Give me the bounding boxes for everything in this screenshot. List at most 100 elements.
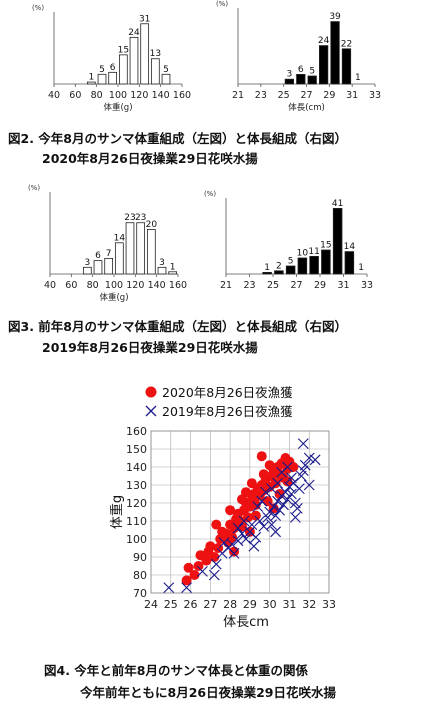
fig3-length-bar bbox=[262, 271, 272, 275]
fig2-length-bar-value-label: 3 bbox=[287, 70, 293, 80]
fig2-weight-bar-value-label: 5 bbox=[99, 65, 105, 75]
point-2019 bbox=[266, 519, 278, 530]
fig2-weight-xtick-label: 160 bbox=[173, 90, 191, 101]
point-2020 bbox=[264, 460, 275, 471]
fig2-weight-xtick-label: 40 bbox=[48, 90, 60, 101]
fig2-weight-bar-value-label: 13 bbox=[150, 49, 161, 59]
fig2-weight-bar bbox=[161, 73, 171, 85]
fig3-weight-bar-value-label: 1 bbox=[170, 262, 176, 272]
fig3-length-xtick-label: 33 bbox=[361, 280, 373, 291]
fig3-weight-bar bbox=[93, 260, 103, 275]
x-tick-label: 30 bbox=[263, 598, 277, 611]
fig3-weight-bar-value-label: 23 bbox=[124, 213, 135, 223]
fig2-length-bar-value-label: 6 bbox=[298, 65, 304, 75]
fig3-length-bar-value-label: 14 bbox=[344, 242, 356, 252]
point-2020 bbox=[240, 487, 251, 498]
point-2020 bbox=[201, 555, 212, 566]
fig2-length-bar-value-label: 39 bbox=[329, 12, 341, 22]
point-2019 bbox=[289, 512, 301, 523]
point-2019 bbox=[260, 486, 272, 498]
fig3-length-bar-value-label: 1 bbox=[358, 263, 364, 273]
y-tick-label: 130 bbox=[126, 479, 147, 492]
fig4-caption-line2: 今年前年ともに8月26日夜操業29日花咲水揚 bbox=[80, 685, 336, 700]
point-2019 bbox=[303, 479, 315, 491]
point-2019 bbox=[181, 582, 192, 593]
point-2019 bbox=[256, 495, 268, 507]
point-2019 bbox=[252, 501, 264, 512]
point-2019 bbox=[264, 506, 276, 518]
fig3-weight-ylabel: (%) bbox=[28, 184, 40, 192]
x-tick-label: 27 bbox=[203, 598, 217, 611]
fig3-weight-xtick-label: 60 bbox=[65, 280, 77, 291]
fig3-length-bar bbox=[309, 255, 319, 275]
fig3-weight-xtick-label: 160 bbox=[169, 280, 187, 291]
fig3-weight-bar bbox=[157, 266, 167, 275]
fig2-length-xtick-label: 25 bbox=[278, 90, 290, 101]
fig2-weight-xtick-label: 140 bbox=[152, 90, 170, 101]
fig3-length-bar bbox=[285, 265, 296, 275]
fig3-length-xtick-label: 23 bbox=[243, 280, 255, 291]
fig3-length-xtick-label: 29 bbox=[314, 280, 326, 291]
y-tick-label: 110 bbox=[126, 515, 147, 528]
fig2-weight-bar-value-label: 24 bbox=[128, 28, 140, 38]
point-2019 bbox=[254, 515, 266, 527]
x-axis-title: 体長cm bbox=[223, 615, 269, 630]
fig3-length-bar bbox=[274, 270, 284, 275]
fig2-length-bar bbox=[330, 21, 340, 85]
point-2020 bbox=[193, 561, 204, 571]
point-2020 bbox=[225, 505, 236, 516]
fig3-weight-xtick-label: 40 bbox=[44, 280, 56, 291]
y-tick-label: 150 bbox=[126, 443, 147, 456]
legend-label-2019: 2019年8月26日夜漁獲 bbox=[162, 404, 293, 419]
fig3-weight-bar-value-label: 3 bbox=[84, 258, 90, 268]
point-2019 bbox=[299, 459, 311, 471]
plot-frame bbox=[150, 430, 330, 594]
fig2-length-bar-value-label: 1 bbox=[355, 73, 361, 83]
point-2019 bbox=[286, 488, 297, 500]
fig4-length-weight-scatter: 24 25 26 27 28 29 30 31 32 33 70 80 90 100 110 120 130 14… bbox=[109, 385, 336, 630]
fig3-weight-bar-value-label: 20 bbox=[146, 220, 158, 230]
fig2-weight-bar-value-label: 31 bbox=[139, 14, 150, 24]
fig2-weight-bar bbox=[86, 81, 96, 85]
point-2019 bbox=[303, 452, 315, 464]
x-tick-label: 29 bbox=[243, 598, 257, 611]
x-tick-label: 28 bbox=[223, 598, 237, 611]
point-2019 bbox=[266, 483, 278, 494]
fig2-weight-bar-value-label: 1 bbox=[88, 73, 94, 83]
fig3-weight-bar-value-label: 3 bbox=[159, 258, 165, 268]
point-2019 bbox=[297, 438, 309, 449]
fig2-length-xtick-label: 29 bbox=[323, 90, 335, 101]
fig2-length-xtick-label: 23 bbox=[255, 90, 267, 101]
y-tick-label: 140 bbox=[126, 461, 147, 474]
point-2019 bbox=[246, 519, 258, 530]
fig3-length-bar bbox=[332, 207, 343, 275]
point-2020 bbox=[246, 478, 257, 489]
fig3-length-xtick-label: 21 bbox=[220, 280, 232, 291]
point-2019 bbox=[309, 454, 321, 466]
point-2019 bbox=[280, 486, 291, 498]
fig3-weight-bar-value-label: 14 bbox=[114, 233, 126, 243]
fig2-weight-xtick-label: 100 bbox=[109, 90, 127, 101]
y-tick-label: 90 bbox=[133, 551, 147, 564]
fig2-length-bar-value-label: 5 bbox=[309, 67, 315, 77]
fig2-weight-xtick-label: 120 bbox=[130, 90, 148, 101]
x-tick-label: 32 bbox=[302, 598, 316, 611]
fig3-weight-xlabel: 体重(g) bbox=[99, 292, 128, 303]
x-tick-label: 31 bbox=[282, 598, 296, 611]
point-2019 bbox=[250, 531, 262, 543]
fig4-caption-line1: 図4. 今年と前年8月のサンマ体長と体重の関係 bbox=[44, 663, 308, 678]
fig3-length-bar bbox=[297, 257, 308, 275]
fig3-weight-bar bbox=[82, 266, 92, 275]
fig3-length-ylabel: (%) bbox=[204, 190, 216, 198]
fig2-weight-bar-value-label: 15 bbox=[118, 45, 129, 55]
point-2019 bbox=[238, 515, 250, 527]
fig3-weight-bar bbox=[104, 257, 114, 275]
fig2-length-bar-value-label: 22 bbox=[341, 39, 352, 49]
fig2-length-bar bbox=[341, 48, 352, 85]
point-2019 bbox=[210, 558, 222, 570]
point-2020 bbox=[270, 478, 281, 489]
fig3-weight-xtick-label: 140 bbox=[148, 280, 166, 291]
